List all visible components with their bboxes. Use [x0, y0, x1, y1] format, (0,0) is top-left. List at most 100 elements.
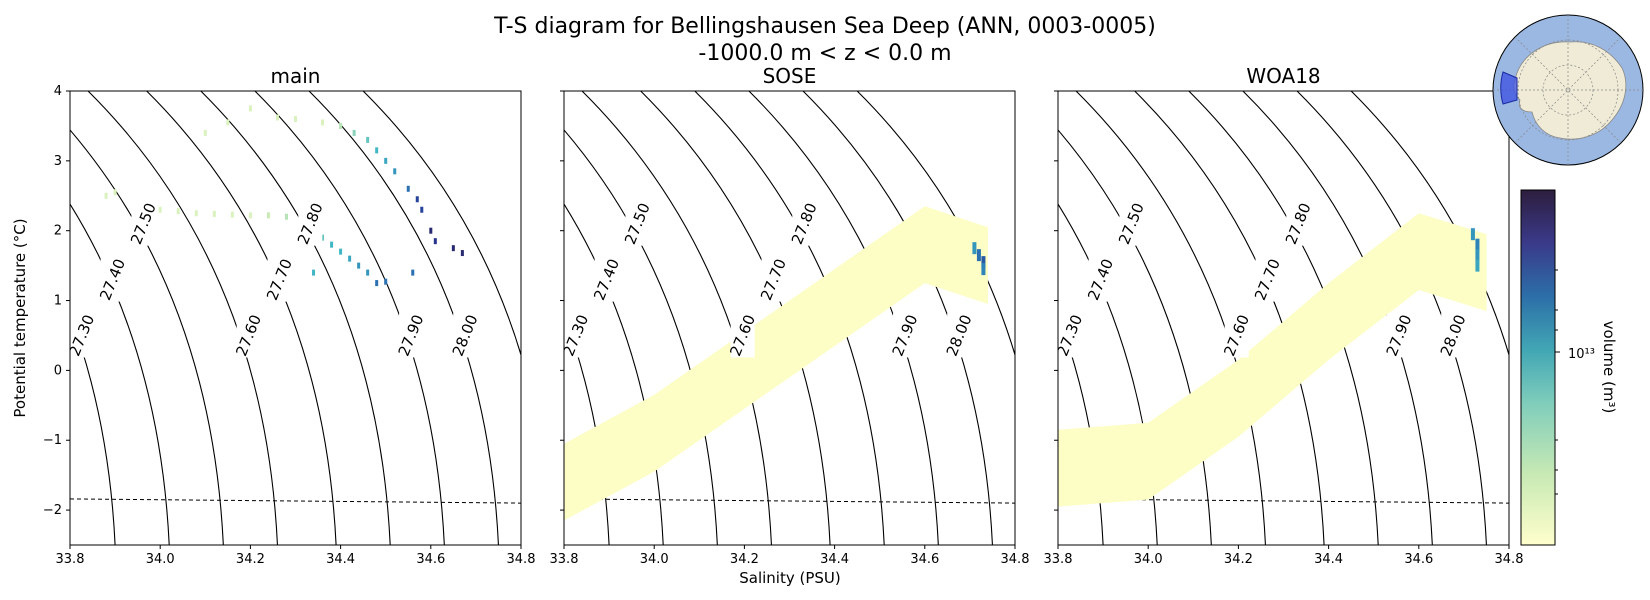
ts-bin	[203, 129, 207, 136]
ts-bin	[393, 168, 397, 175]
ts-bin	[348, 255, 352, 262]
figure-title: T-S diagram for Bellingshausen Sea Deep …	[493, 14, 1156, 39]
contour-label-bg	[267, 257, 292, 302]
isopycnal-28.00	[362, 91, 521, 357]
axes-frame	[69, 90, 522, 546]
contour-label-bg	[594, 257, 619, 302]
bellingshausen-region	[1500, 71, 1518, 105]
x-tick-label: 34.2	[236, 552, 265, 567]
y-tick-label: 2	[54, 224, 62, 239]
isopycnal-27.50	[581, 91, 773, 545]
contour-label-bg	[1119, 201, 1144, 246]
isopycnal-27.40	[564, 129, 718, 545]
ts-volume-band	[1058, 213, 1487, 507]
ts-bin	[248, 212, 252, 219]
ts-bin	[339, 248, 343, 255]
ts-bin	[230, 211, 234, 218]
contour-label-bg	[1224, 313, 1249, 358]
ts-bin	[284, 213, 288, 220]
x-tick-label: 34.6	[910, 552, 939, 567]
ts-bin	[339, 122, 343, 129]
contour-label-bg	[1286, 201, 1311, 246]
freezing-line	[564, 498, 1015, 504]
isopycnal-27.90	[802, 91, 993, 545]
x-tick-label: 34.6	[416, 552, 445, 567]
ts-bin-peak	[1475, 259, 1480, 272]
colorbar-label: volume (m³)	[1600, 321, 1618, 414]
contour-label-bg	[100, 257, 125, 302]
panel-WOA18: WOA18 27.3027.4027.5027.6027.7027.8027.90…	[1044, 64, 1524, 567]
region-inset-map	[1492, 14, 1644, 166]
x-tick-label: 34.4	[1314, 552, 1343, 567]
contour-label-bg	[730, 313, 755, 358]
ts-bin-peak	[981, 256, 986, 269]
isopycnal-27.20	[70, 313, 116, 545]
contour-label-bg	[893, 313, 918, 358]
contour-label-bg	[70, 313, 94, 358]
ts-bin-peak	[1475, 238, 1480, 251]
y-tick-label: −1	[43, 433, 62, 448]
ts-bin	[451, 245, 455, 252]
contour-label-bg	[236, 313, 261, 358]
x-tick-label: 34.0	[640, 552, 669, 567]
x-tick-label: 34.8	[507, 552, 536, 567]
figure-subtitle: -1000.0 m < z < 0.0 m	[698, 41, 951, 66]
ts-bin	[429, 227, 433, 234]
ts-volume-band	[564, 206, 988, 521]
contour-label-bg	[399, 313, 424, 358]
ts-bin-peak	[981, 263, 986, 276]
ts-bin	[113, 189, 117, 196]
ts-bin-peak	[1470, 228, 1475, 241]
ts-bin	[104, 192, 108, 199]
contour-label-bg	[1387, 313, 1412, 358]
contour-label-bg	[947, 313, 972, 358]
contour-label-bg	[1088, 257, 1113, 302]
axes-frame	[1057, 90, 1510, 546]
colorbar-gradient	[1520, 189, 1556, 546]
ts-bin	[433, 238, 437, 245]
x-tick-label: 34.4	[326, 552, 355, 567]
x-tick-label: 34.0	[146, 552, 175, 567]
x-tick-label: 34.8	[1495, 552, 1524, 567]
ts-bin	[212, 210, 216, 217]
contour-label-bg	[1441, 313, 1466, 358]
ts-bin	[321, 234, 325, 241]
x-tick-label: 34.4	[820, 552, 849, 567]
ts-bin	[352, 129, 356, 136]
x-axis-label: Salinity (PSU)	[739, 569, 841, 587]
ts-bin-peak	[1475, 249, 1480, 262]
isopycnal-27.40	[70, 129, 224, 545]
y-tick-label: 4	[54, 84, 62, 99]
colorbar: 10¹³ volume (m³)	[1520, 189, 1618, 546]
isopycnal-28.00	[856, 91, 1015, 357]
ts-bin	[275, 114, 279, 121]
ts-bin	[384, 278, 388, 285]
ts-bin	[366, 136, 370, 143]
ts-bin	[411, 269, 415, 276]
panel-title: WOA18	[1246, 64, 1320, 88]
ts-bin-peak	[972, 242, 977, 255]
ts-bin	[384, 157, 388, 164]
x-tick-label: 33.8	[56, 552, 85, 567]
isopycnal-27.80	[254, 91, 445, 545]
contour-label-bg	[131, 201, 156, 246]
ts-bin	[226, 119, 230, 126]
panel-title: main	[271, 64, 321, 88]
ts-bin	[406, 185, 410, 192]
ts-bin	[375, 147, 379, 154]
isopycnal-27.50	[87, 91, 279, 545]
ts-bin	[375, 280, 379, 287]
contour-label-bg	[1058, 313, 1082, 358]
ts-bin	[460, 250, 464, 257]
colorbar-ticks	[1555, 269, 1560, 495]
isopycnal-27.40	[1058, 129, 1212, 545]
freezing-line	[1058, 498, 1509, 504]
x-tick-label: 34.8	[1001, 552, 1030, 567]
isopycnal-27.50	[1075, 91, 1267, 545]
ts-bin	[420, 206, 424, 213]
isopycnal-27.70	[200, 91, 391, 545]
